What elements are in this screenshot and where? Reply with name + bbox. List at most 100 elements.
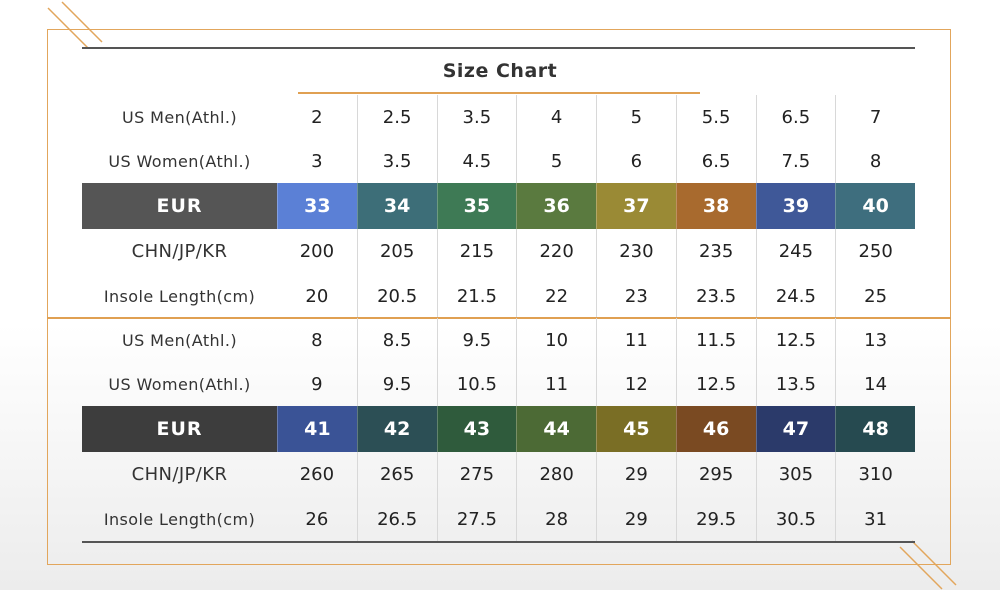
- cell-chn-jp-kr: 220: [516, 229, 596, 274]
- cell-chn-jp-kr: 200: [299, 241, 335, 262]
- cell-eur: 46: [675, 406, 756, 452]
- title-underline: [298, 92, 700, 94]
- row-label-eur: EUR: [82, 406, 277, 452]
- cell-insole-length: 31: [835, 497, 915, 541]
- cell-us-women: 6.5: [675, 139, 756, 183]
- page-title: Size Chart: [442, 60, 558, 82]
- cell-eur: 42: [356, 406, 437, 452]
- cell-eur: 33: [277, 183, 357, 229]
- cell-chn-jp-kr: 265: [356, 452, 437, 497]
- cell-us-women: 3.5: [356, 139, 437, 183]
- row-label-us-men: US Men(Athl.): [121, 330, 238, 350]
- cell-us-men: 9.5: [436, 318, 517, 362]
- cell-us-women: 12: [596, 362, 676, 406]
- cell-insole-length: 20: [305, 285, 329, 307]
- cell-chn-jp-kr: 280: [516, 452, 596, 497]
- cell-insole-length: 27.5: [436, 497, 517, 541]
- cell-eur: 36: [516, 183, 596, 229]
- cell-us-men: 2.5: [356, 95, 437, 139]
- cell-us-men: 11.5: [675, 318, 756, 362]
- cell-us-women: 3: [311, 150, 323, 172]
- cell-eur: 47: [755, 406, 836, 452]
- cell-us-women: 8: [835, 139, 915, 183]
- cell-chn-jp-kr: 205: [356, 229, 437, 274]
- cell-chn-jp-kr: 275: [436, 452, 517, 497]
- cell-chn-jp-kr: 295: [675, 452, 756, 497]
- cell-us-men: 8: [311, 329, 323, 351]
- bottom-rule: [82, 541, 915, 543]
- cell-insole-length: 22: [516, 274, 596, 318]
- cell-eur: 38: [675, 183, 756, 229]
- chart-frame: [47, 29, 951, 565]
- cell-eur: 40: [835, 183, 915, 229]
- cell-us-men: 2: [311, 106, 323, 128]
- cell-us-women: 10.5: [436, 362, 517, 406]
- cell-eur: 34: [356, 183, 437, 229]
- cell-eur: 37: [596, 183, 676, 229]
- cell-eur: 39: [755, 183, 836, 229]
- section-divider: [47, 317, 951, 319]
- cell-insole-length: 20.5: [356, 274, 437, 318]
- cell-insole-length: 29.5: [675, 497, 756, 541]
- cell-us-women: 4.5: [436, 139, 517, 183]
- cell-insole-length: 25: [835, 274, 915, 318]
- cell-chn-jp-kr: 260: [299, 464, 335, 485]
- row-label-insole-length: Insole Length(cm): [103, 286, 256, 306]
- cell-us-women: 7.5: [755, 139, 836, 183]
- cell-chn-jp-kr: 215: [436, 229, 517, 274]
- cell-eur: 45: [596, 406, 676, 452]
- cell-eur: 48: [835, 406, 915, 452]
- cell-insole-length: 28: [516, 497, 596, 541]
- cell-us-men: 12.5: [755, 318, 836, 362]
- row-label-insole-length: Insole Length(cm): [103, 509, 256, 529]
- cell-chn-jp-kr: 235: [675, 229, 756, 274]
- cell-us-men: 6.5: [755, 95, 836, 139]
- cell-us-men: 5.5: [675, 95, 756, 139]
- cell-us-women: 5: [516, 139, 596, 183]
- cell-chn-jp-kr: 305: [755, 452, 836, 497]
- cell-chn-jp-kr: 29: [596, 452, 676, 497]
- cell-insole-length: 23.5: [675, 274, 756, 318]
- cell-eur: 43: [436, 406, 517, 452]
- cell-insole-length: 30.5: [755, 497, 836, 541]
- cell-us-men: 3.5: [436, 95, 517, 139]
- row-label-us-men: US Men(Athl.): [121, 107, 238, 127]
- cell-us-men: 8.5: [356, 318, 437, 362]
- corner-decoration-top-left: [47, 1, 103, 49]
- cell-us-men: 13: [835, 318, 915, 362]
- cell-chn-jp-kr: 250: [835, 229, 915, 274]
- cell-insole-length: 21.5: [436, 274, 517, 318]
- cell-insole-length: 24.5: [755, 274, 836, 318]
- cell-insole-length: 26: [305, 508, 329, 530]
- cell-insole-length: 29: [596, 497, 676, 541]
- cell-us-men: 11: [596, 318, 676, 362]
- cell-eur: 44: [516, 406, 596, 452]
- row-label-us-women: US Women(Athl.): [108, 374, 251, 394]
- cell-eur: 35: [436, 183, 517, 229]
- row-label-chn-jp-kr: CHN/JP/KR: [131, 241, 228, 262]
- top-rule: [82, 47, 915, 49]
- cell-us-women: 9.5: [356, 362, 437, 406]
- row-label-chn-jp-kr: CHN/JP/KR: [131, 464, 228, 485]
- corner-decoration-bottom-right: [899, 540, 957, 590]
- cell-insole-length: 26.5: [356, 497, 437, 541]
- cell-us-men: 10: [516, 318, 596, 362]
- cell-us-women: 12.5: [675, 362, 756, 406]
- cell-us-men: 7: [835, 95, 915, 139]
- cell-us-men: 5: [596, 95, 676, 139]
- cell-us-women: 11: [516, 362, 596, 406]
- cell-chn-jp-kr: 230: [596, 229, 676, 274]
- size-table-top: US Men(Athl.) 2 2.5 3.5 4 5 5.5 6.5 7 US Women(At…: [82, 95, 915, 318]
- cell-chn-jp-kr: 245: [755, 229, 836, 274]
- row-label-eur: EUR: [82, 183, 277, 229]
- cell-us-women: 13.5: [755, 362, 836, 406]
- cell-eur: 41: [277, 406, 357, 452]
- cell-chn-jp-kr: 310: [835, 452, 915, 497]
- row-label-us-women: US Women(Athl.): [108, 151, 251, 171]
- cell-insole-length: 23: [596, 274, 676, 318]
- size-table-bottom: US Men(Athl.) 8 8.5 9.5 10 11 11.5 12.5 13 US Wom…: [82, 318, 915, 541]
- cell-us-women: 14: [835, 362, 915, 406]
- cell-us-women: 6: [596, 139, 676, 183]
- cell-us-men: 4: [516, 95, 596, 139]
- cell-us-women: 9: [311, 373, 323, 395]
